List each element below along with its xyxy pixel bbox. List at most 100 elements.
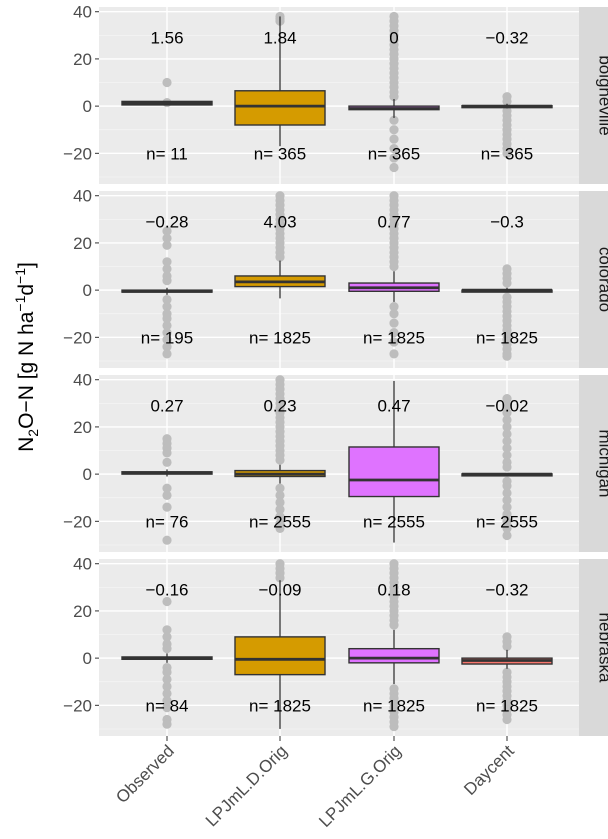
box-LPJmL.D.Orig bbox=[234, 559, 326, 729]
box-LPJmL.G.Orig bbox=[348, 11, 440, 173]
box-Observed bbox=[121, 77, 213, 108]
outlier-point bbox=[162, 535, 172, 545]
facet-strip bbox=[579, 191, 608, 368]
outlier-point bbox=[502, 351, 512, 361]
outlier-point bbox=[162, 719, 172, 729]
outlier-point bbox=[389, 318, 399, 328]
outlier-point bbox=[275, 573, 285, 583]
outlier-point bbox=[162, 502, 172, 512]
n-label: n= 2555 bbox=[249, 512, 311, 531]
facet-strip-label: boigneville bbox=[596, 55, 608, 135]
mean-label: −0.16 bbox=[145, 581, 188, 600]
y-label-sup2: −1 bbox=[12, 268, 28, 284]
panel-background bbox=[99, 375, 579, 552]
mean-label: 0 bbox=[389, 29, 398, 48]
mean-label: −0.3 bbox=[490, 213, 524, 232]
facet-strip bbox=[579, 559, 608, 736]
outlier-point bbox=[162, 302, 172, 312]
y-tick-label: 40 bbox=[73, 3, 92, 22]
outlier-point bbox=[162, 674, 172, 684]
facet-strip-label: colorado bbox=[596, 247, 608, 312]
outlier-point bbox=[502, 148, 512, 158]
outlier-point bbox=[502, 495, 512, 505]
y-tick-label: −20 bbox=[63, 696, 92, 715]
x-tick-label: Daycent bbox=[460, 741, 518, 799]
outlier-point bbox=[275, 504, 285, 515]
outlier-point bbox=[162, 490, 172, 500]
outlier-point bbox=[162, 483, 172, 493]
mean-label: −0.32 bbox=[485, 581, 528, 600]
box-LPJmL.G.Orig bbox=[348, 559, 440, 732]
outlier-point bbox=[389, 92, 399, 102]
outlier-point bbox=[275, 483, 285, 493]
outlier-point bbox=[389, 337, 399, 347]
n-label: n= 365 bbox=[254, 144, 306, 163]
iqr-box bbox=[348, 647, 440, 664]
y-label-sub: 2 bbox=[25, 429, 41, 437]
outlier-point bbox=[162, 681, 172, 692]
y-tick-label: 40 bbox=[73, 371, 92, 390]
n-label: n= 1825 bbox=[476, 328, 538, 347]
outlier-point bbox=[502, 278, 512, 288]
outlier-point bbox=[162, 448, 172, 458]
outlier-point bbox=[502, 450, 512, 460]
outlier-point bbox=[502, 422, 512, 432]
panel-background bbox=[99, 559, 579, 736]
outlier-point bbox=[162, 703, 172, 713]
y-tick-label: −20 bbox=[63, 328, 92, 347]
x-axis: Observed LPJmL.D.Orig LPJmL.G.Orig Daycent bbox=[112, 736, 518, 831]
outlier-point bbox=[162, 226, 172, 236]
outlier-point bbox=[162, 342, 172, 352]
iqr-box bbox=[234, 90, 326, 126]
outlier-point bbox=[162, 233, 172, 243]
outlier-point bbox=[502, 641, 512, 651]
box-LPJmL.G.Orig bbox=[348, 191, 440, 359]
panel-nebraska: 40 20 0 −20 −0.16 n= 84 −0.09 n= 1825 0.18 n= 182… bbox=[63, 555, 608, 736]
y-tick-label: 0 bbox=[83, 465, 92, 484]
box-Daycent bbox=[461, 394, 553, 541]
y-tick-label: 40 bbox=[73, 555, 92, 574]
outlier-point bbox=[389, 144, 399, 154]
facet-strip bbox=[579, 7, 608, 184]
box-Observed bbox=[121, 596, 213, 729]
mean-label: 0.23 bbox=[263, 397, 296, 416]
outlier-point bbox=[162, 625, 172, 635]
facet-strip bbox=[579, 375, 608, 552]
outlier-point bbox=[275, 455, 285, 465]
y-tick-label: 20 bbox=[73, 234, 92, 253]
iqr-box bbox=[348, 446, 440, 498]
outlier-point bbox=[162, 264, 172, 274]
outlier-point bbox=[389, 349, 399, 359]
n-label: n= 76 bbox=[145, 512, 188, 531]
y-tick-label: 40 bbox=[73, 187, 92, 206]
mean-label: 0.18 bbox=[377, 581, 410, 600]
outlier-point bbox=[502, 394, 512, 404]
outlier-point bbox=[162, 240, 172, 250]
y-tick-label: −20 bbox=[63, 144, 92, 163]
outlier-point bbox=[502, 96, 512, 106]
outlier-point bbox=[389, 153, 399, 163]
iqr-box bbox=[234, 636, 326, 676]
outlier-point bbox=[502, 509, 512, 519]
outlier-point bbox=[389, 302, 399, 312]
outlier-point bbox=[502, 530, 512, 541]
outlier-point bbox=[275, 252, 285, 262]
box-Observed bbox=[121, 226, 213, 359]
outlier-point bbox=[502, 462, 512, 472]
outlier-point bbox=[275, 511, 285, 522]
outlier-point bbox=[502, 714, 512, 725]
outlier-point bbox=[389, 115, 399, 125]
outlier-point bbox=[389, 125, 399, 135]
outlier-point bbox=[162, 77, 172, 88]
y-label-sup1: −1 bbox=[12, 295, 28, 311]
mean-label: −0.02 bbox=[485, 397, 528, 416]
y-tick-label: 0 bbox=[83, 97, 92, 116]
box-Daycent bbox=[461, 264, 553, 361]
outlier-point bbox=[162, 688, 172, 699]
outlier-point bbox=[389, 721, 399, 732]
outlier-point bbox=[275, 490, 285, 500]
outlier-point bbox=[389, 309, 399, 319]
outlier-point bbox=[502, 415, 512, 425]
y-tick-label: 0 bbox=[83, 281, 92, 300]
